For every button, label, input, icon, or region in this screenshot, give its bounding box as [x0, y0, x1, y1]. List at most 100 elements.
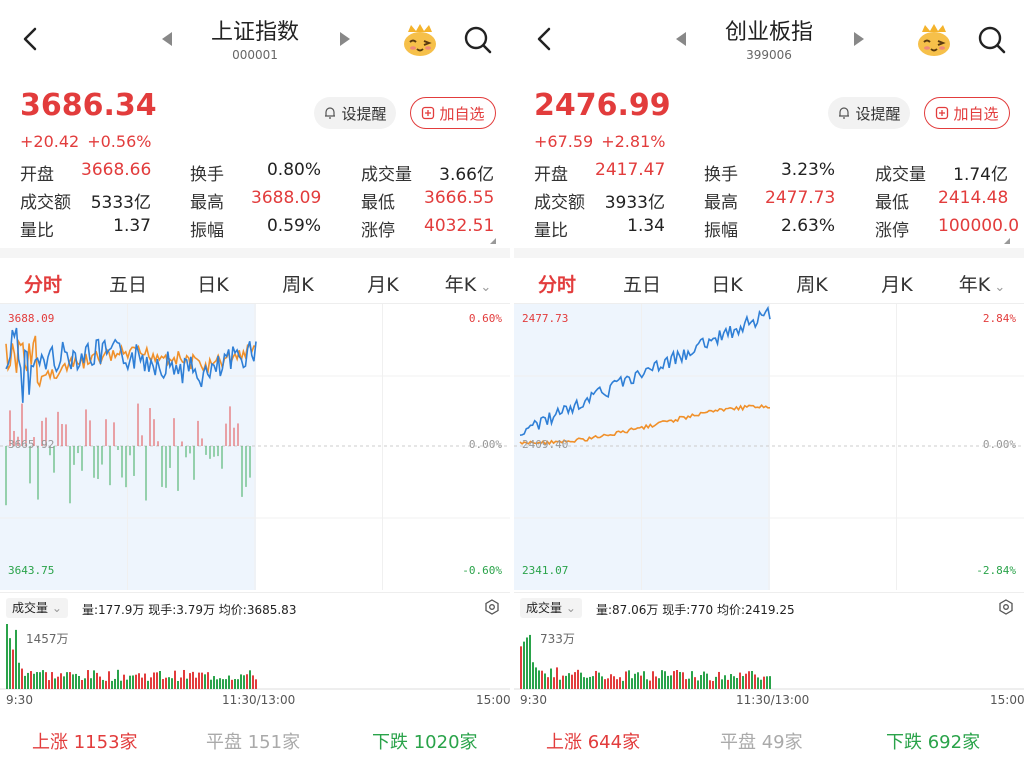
- volume-bar-mark: [643, 671, 645, 689]
- expand-corner-icon[interactable]: [490, 238, 496, 244]
- prev-index-arrow-icon[interactable]: [162, 32, 172, 46]
- chevron-down-icon: ⌄: [565, 601, 576, 615]
- volume-bar-mark: [42, 670, 44, 689]
- time-start-label: 9:30: [6, 693, 33, 707]
- tab-0[interactable]: 分时: [522, 270, 592, 307]
- volume-bar: 成交量 ⌄ 量:87.06万 现手:770 均价:2419.25: [514, 592, 1024, 622]
- volume-bar-mark: [727, 679, 729, 689]
- volume-bar-mark: [724, 675, 726, 689]
- breadth-up[interactable]: 上涨 644家: [546, 728, 640, 754]
- back-arrow-icon[interactable]: [530, 24, 560, 54]
- settings-gear-icon[interactable]: [484, 599, 500, 615]
- breadth-flat[interactable]: 平盘 49家: [720, 728, 803, 754]
- stat-label: 成交额: [20, 193, 71, 213]
- y-axis-mid-label: 2409.40: [522, 438, 569, 451]
- breadth-flat[interactable]: 平盘 151家: [206, 728, 300, 754]
- expand-corner-icon[interactable]: [1004, 238, 1010, 244]
- volume-bar-mark: [667, 675, 669, 689]
- mascot-icon[interactable]: [400, 22, 440, 58]
- tab-2[interactable]: 日K: [692, 270, 762, 297]
- intraday-chart[interactable]: 2477.73 2409.40 2341.07 2.84% 0.00% -2.8…: [514, 304, 1024, 590]
- tab-1[interactable]: 五日: [607, 270, 677, 297]
- volume-bar: 成交量 ⌄ 量:177.9万 现手:3.79万 均价:3685.83: [0, 592, 510, 622]
- stat-value: 2477.73: [765, 188, 836, 208]
- tab-5[interactable]: 年K ⌄: [947, 270, 1017, 297]
- settings-gear-icon[interactable]: [998, 599, 1014, 615]
- breadth-up-count: 644家: [587, 732, 641, 753]
- volume-bar-mark: [132, 675, 134, 689]
- add-watchlist-button[interactable]: 加自选: [410, 97, 496, 129]
- volume-info: 量:87.06万 现手:770 均价:2419.25: [596, 603, 795, 617]
- y-axis-low-label: 2341.07: [522, 564, 569, 577]
- mascot-icon[interactable]: [914, 22, 954, 58]
- volume-bar-mark: [219, 678, 221, 689]
- tab-4[interactable]: 月K: [862, 270, 932, 297]
- stat-label: 开盘: [20, 165, 54, 185]
- back-arrow-icon[interactable]: [16, 24, 46, 54]
- tab-1[interactable]: 五日: [93, 270, 163, 297]
- tab-3[interactable]: 周K: [263, 270, 333, 297]
- volume-bar-mark: [171, 678, 173, 689]
- search-icon[interactable]: [462, 24, 494, 56]
- volume-bar-mark: [210, 679, 212, 689]
- tab-0[interactable]: 分时: [8, 270, 78, 307]
- stat-value: 2.63%: [780, 216, 835, 236]
- set-alert-button[interactable]: 设提醒: [314, 97, 396, 129]
- volume-bar-mark: [15, 629, 17, 689]
- volume-bar-mark: [141, 677, 143, 689]
- index-title: 创业板指: [724, 20, 813, 45]
- intraday-chart[interactable]: 3688.09 3665.92 3643.75 0.60% 0.00% -0.6…: [0, 304, 510, 590]
- stats-row: 量比 1.37 振幅 0.59% 涨停 4032.51: [20, 216, 494, 244]
- volume-bar-mark: [78, 675, 80, 689]
- next-index-arrow-icon[interactable]: [854, 32, 864, 46]
- volume-bar-mark: [670, 675, 672, 689]
- volume-bar-mark: [715, 676, 717, 689]
- volume-bar-mark: [721, 679, 723, 689]
- volume-bar-mark: [634, 673, 636, 689]
- add-watchlist-button[interactable]: 加自选: [924, 97, 1010, 129]
- tab-4[interactable]: 月K: [348, 270, 418, 297]
- stat-value: 3688.09: [251, 188, 322, 208]
- volume-indicator-dropdown[interactable]: 成交量 ⌄: [6, 598, 68, 618]
- volume-bar-mark: [742, 676, 744, 689]
- search-icon[interactable]: [976, 24, 1008, 56]
- volume-bar-mark: [652, 671, 654, 689]
- header: 创业板指 399006: [514, 0, 1024, 84]
- volume-bar-mark: [553, 677, 555, 689]
- tab-5[interactable]: 年K ⌄: [433, 270, 503, 297]
- volume-indicator-dropdown[interactable]: 成交量 ⌄: [520, 598, 582, 618]
- chevron-down-icon: ⌄: [990, 280, 1006, 295]
- volume-bar-mark: [709, 680, 711, 689]
- volume-bar-mark: [613, 676, 615, 689]
- stat-value: 3.23%: [780, 160, 835, 180]
- volume-bar-mark: [192, 671, 194, 689]
- volume-chart[interactable]: [0, 624, 510, 690]
- add-watchlist-label: 加自选: [439, 104, 485, 123]
- prev-index-arrow-icon[interactable]: [676, 32, 686, 46]
- set-alert-button[interactable]: 设提醒: [828, 97, 910, 129]
- tab-3[interactable]: 周K: [777, 270, 847, 297]
- stats-grid: 开盘 2417.47 换手 3.23% 成交量 1.74亿 成交额 3933亿 最高 2477.7…: [534, 160, 1019, 244]
- volume-chart[interactable]: [514, 624, 1024, 690]
- volume-bar-mark: [135, 674, 137, 689]
- breadth-up-label: 上涨: [32, 732, 68, 753]
- breadth-up[interactable]: 上涨 1153家: [32, 728, 138, 754]
- change-percent: +2.81%: [601, 132, 666, 151]
- y-axis-high-label: 2477.73: [522, 312, 569, 325]
- stat-label: 成交量: [875, 165, 926, 185]
- chevron-down-icon: ⌄: [51, 601, 62, 615]
- breadth-down[interactable]: 下跌 692家: [886, 728, 980, 754]
- tab-label: 周K: [282, 274, 314, 296]
- volume-max-label: 1457万: [26, 632, 69, 646]
- volume-bar-mark: [243, 675, 245, 689]
- volume-bar-mark: [54, 678, 56, 689]
- volume-bar-mark: [165, 677, 167, 689]
- plus-box-icon: [936, 106, 949, 120]
- tab-2[interactable]: 日K: [178, 270, 248, 297]
- volume-bar-mark: [589, 676, 591, 689]
- breadth-down[interactable]: 下跌 1020家: [372, 728, 478, 754]
- next-index-arrow-icon[interactable]: [340, 32, 350, 46]
- bell-icon: [325, 107, 336, 119]
- volume-bar-mark: [616, 679, 618, 689]
- volume-bar-mark: [75, 673, 77, 689]
